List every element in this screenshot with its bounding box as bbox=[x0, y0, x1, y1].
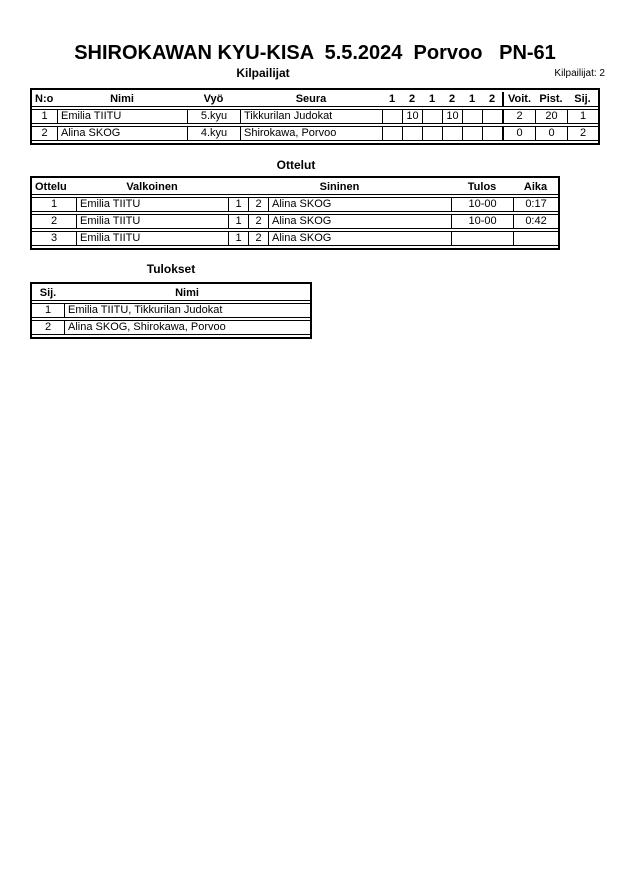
cell-white-score: 1 bbox=[228, 231, 248, 246]
match-row: 3 Emilia TIITU 1 2 Alina SKOG bbox=[32, 231, 559, 246]
cell-wins: 2 bbox=[502, 109, 535, 124]
cell-match-no: 3 bbox=[32, 231, 76, 246]
cell-score: 10 bbox=[402, 109, 422, 124]
cell-wins: 0 bbox=[502, 126, 535, 141]
cell-time: 0:42 bbox=[513, 214, 559, 229]
results-table-grid: Sij. Nimi 1 Emilia TIITU, Tikkurilan Jud… bbox=[32, 284, 310, 337]
cell-time: 0:17 bbox=[513, 197, 559, 212]
results-table: Sij. Nimi 1 Emilia TIITU, Tikkurilan Jud… bbox=[30, 282, 312, 339]
cell-place: 2 bbox=[32, 320, 64, 335]
cell-blue-score: 2 bbox=[248, 197, 268, 212]
cell-score bbox=[482, 109, 502, 124]
cell-score: 10 bbox=[442, 109, 462, 124]
cell-result bbox=[451, 231, 514, 246]
col-header-belt: Vyö bbox=[187, 92, 240, 107]
cell-score bbox=[442, 126, 462, 141]
results-header-row: Sij. Nimi bbox=[32, 286, 310, 301]
section-heading-matches: Ottelut bbox=[276, 158, 316, 172]
col-header-name: Nimi bbox=[57, 92, 187, 107]
cell-club: Tikkurilan Judokat bbox=[240, 109, 382, 124]
cell-name: Emilia TIITU bbox=[57, 109, 187, 124]
cell-score bbox=[382, 126, 402, 141]
col-header-no: N:o bbox=[32, 92, 57, 107]
cell-score bbox=[462, 126, 482, 141]
col-header-score-1: 1 bbox=[382, 92, 402, 107]
cell-name: Emilia TIITU, Tikkurilan Judokat bbox=[64, 303, 310, 318]
cell-white-score: 1 bbox=[228, 214, 248, 229]
cell-white-score: 1 bbox=[228, 197, 248, 212]
col-header-white: Valkoinen bbox=[76, 180, 228, 195]
matches-table: Ottelu Valkoinen Sininen Tulos Aika 1 Em… bbox=[30, 176, 560, 250]
cell-place: 1 bbox=[567, 109, 598, 124]
competitors-table-grid: N:o Nimi Vyö Seura 1 2 1 2 1 2 Voit. Pis… bbox=[32, 90, 598, 143]
cell-white-name: Emilia TIITU bbox=[76, 231, 228, 246]
result-row: 2 Alina SKOG, Shirokawa, Porvoo bbox=[32, 320, 310, 335]
cell-belt: 4.kyu bbox=[187, 126, 240, 141]
cell-time bbox=[513, 231, 559, 246]
cell-blue-name: Alina SKOG bbox=[268, 231, 452, 246]
matches-table-grid: Ottelu Valkoinen Sininen Tulos Aika 1 Em… bbox=[32, 178, 559, 248]
cell-blue-score: 2 bbox=[248, 231, 268, 246]
col-header-name: Nimi bbox=[64, 286, 310, 301]
result-row: 1 Emilia TIITU, Tikkurilan Judokat bbox=[32, 303, 310, 318]
col-header-place: Sij. bbox=[567, 92, 598, 107]
page-title: SHIROKAWAN KYU-KISA 5.5.2024 Porvoo PN-6… bbox=[74, 42, 556, 64]
cell-blue-name: Alina SKOG bbox=[268, 214, 452, 229]
col-header-wins: Voit. bbox=[502, 92, 535, 107]
col-header-score-6: 2 bbox=[482, 92, 502, 107]
cell-score bbox=[402, 126, 422, 141]
cell-belt: 5.kyu bbox=[187, 109, 240, 124]
cell-match-no: 1 bbox=[32, 197, 76, 212]
cell-result: 10-00 bbox=[451, 197, 514, 212]
competitor-row: 1 Emilia TIITU 5.kyu Tikkurilan Judokat … bbox=[32, 109, 598, 124]
cell-score bbox=[482, 126, 502, 141]
col-header-score-2: 2 bbox=[402, 92, 422, 107]
competitor-row: 2 Alina SKOG 4.kyu Shirokawa, Porvoo 0 0… bbox=[32, 126, 598, 141]
cell-score bbox=[382, 109, 402, 124]
col-header-points: Pist. bbox=[535, 92, 567, 107]
competitors-header-row: N:o Nimi Vyö Seura 1 2 1 2 1 2 Voit. Pis… bbox=[32, 92, 598, 107]
cell-points: 0 bbox=[535, 126, 567, 141]
matches-header-row: Ottelu Valkoinen Sininen Tulos Aika bbox=[32, 180, 559, 195]
cell-blue-name: Alina SKOG bbox=[268, 197, 452, 212]
cell-result: 10-00 bbox=[451, 214, 514, 229]
cell-score bbox=[422, 126, 442, 141]
col-header-time: Aika bbox=[513, 180, 559, 195]
cell-no: 2 bbox=[32, 126, 57, 141]
cell-white-name: Emilia TIITU bbox=[76, 214, 228, 229]
cell-club: Shirokawa, Porvoo bbox=[240, 126, 382, 141]
col-header-result: Tulos bbox=[451, 180, 514, 195]
cell-no: 1 bbox=[32, 109, 57, 124]
col-header-match: Ottelu bbox=[32, 180, 76, 195]
col-header-score-3: 1 bbox=[422, 92, 442, 107]
cell-points: 20 bbox=[535, 109, 567, 124]
cell-place: 1 bbox=[32, 303, 64, 318]
section-heading-results: Tulokset bbox=[146, 262, 196, 276]
col-header-blue: Sininen bbox=[228, 180, 452, 195]
cell-name: Alina SKOG, Shirokawa, Porvoo bbox=[64, 320, 310, 335]
cell-place: 2 bbox=[567, 126, 598, 141]
match-row: 2 Emilia TIITU 1 2 Alina SKOG 10-00 0:42 bbox=[32, 214, 559, 229]
col-header-place: Sij. bbox=[32, 286, 64, 301]
cell-name: Alina SKOG bbox=[57, 126, 187, 141]
col-header-club: Seura bbox=[240, 92, 382, 107]
col-header-score-5: 1 bbox=[462, 92, 482, 107]
cell-match-no: 2 bbox=[32, 214, 76, 229]
col-header-score-4: 2 bbox=[442, 92, 462, 107]
competitors-table: N:o Nimi Vyö Seura 1 2 1 2 1 2 Voit. Pis… bbox=[30, 88, 600, 145]
cell-score bbox=[462, 109, 482, 124]
cell-blue-score: 2 bbox=[248, 214, 268, 229]
cell-score bbox=[422, 109, 442, 124]
competitors-count: Kilpailijat: 2 bbox=[554, 68, 605, 79]
section-heading-competitors: Kilpailijat bbox=[236, 66, 290, 80]
match-row: 1 Emilia TIITU 1 2 Alina SKOG 10-00 0:17 bbox=[32, 197, 559, 212]
cell-white-name: Emilia TIITU bbox=[76, 197, 228, 212]
